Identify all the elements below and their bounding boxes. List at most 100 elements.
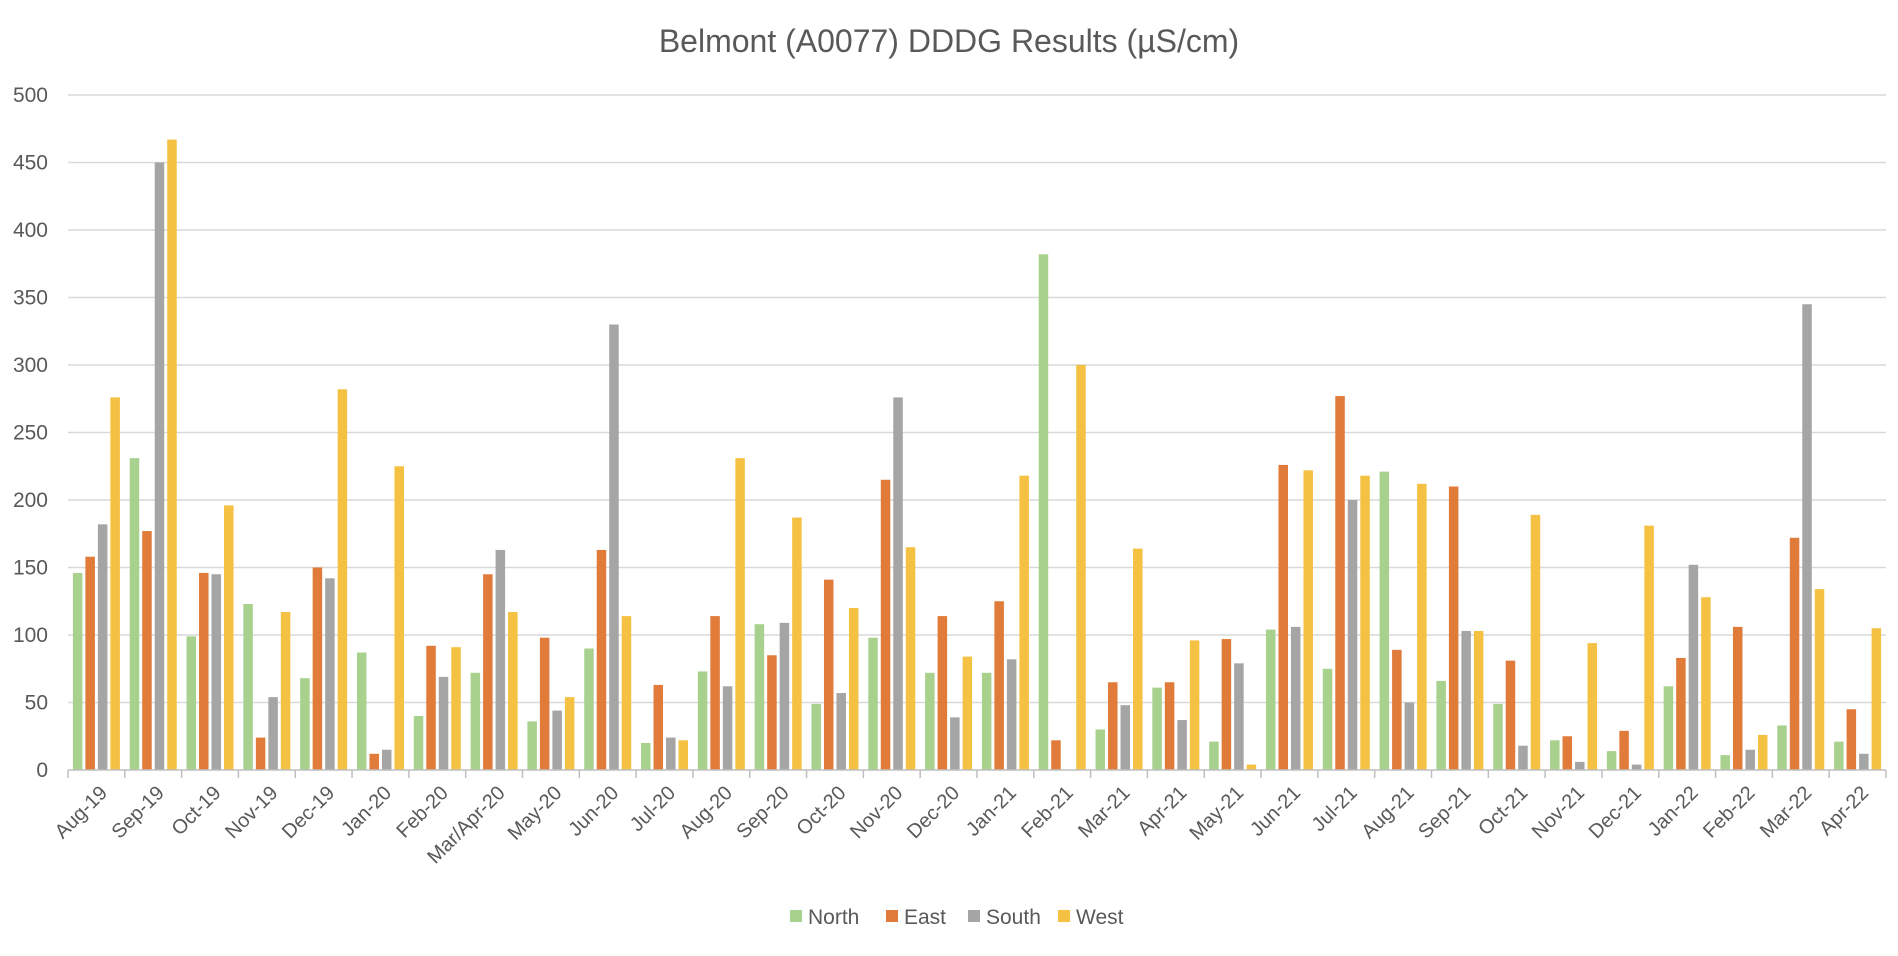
x-tick-label: Jan-20 [337,782,396,841]
x-tick-label: Dec-21 [1585,782,1646,843]
x-tick-label: Feb-21 [1017,782,1077,842]
bar-west [905,547,916,770]
bar-east [1221,639,1232,770]
x-tick-label: Sep-19 [108,782,169,843]
bar-east [85,556,95,770]
chart-title: Belmont (A0077) DDDG Results (µS/cm) [659,23,1239,59]
y-tick-label: 100 [13,624,48,647]
bar-north [1550,740,1560,770]
bar-east [369,753,379,770]
bar-east [539,637,550,770]
bar-east [426,645,436,770]
bar-north [1720,755,1730,770]
y-tick-label: 150 [13,557,48,580]
legend-label: North [808,906,859,929]
bar-west [110,397,120,770]
bar-east [1619,730,1629,770]
bar-east [710,616,720,770]
legend-swatch [968,910,980,922]
bar-north [1322,668,1333,770]
bar-north [300,678,310,770]
bar-south [1177,720,1187,770]
bar-south [438,676,449,770]
bar-west [1814,589,1825,770]
bar-west [167,139,177,771]
bar-north [811,703,821,770]
bar-north [243,603,253,770]
bar-north [1777,725,1787,770]
x-tick-label: Oct-19 [168,782,226,840]
bar-west [1757,734,1768,770]
x-tick-label: Nov-21 [1528,782,1589,843]
bar-south [1518,745,1528,770]
bar-south [722,686,733,770]
legend-label: East [904,906,946,929]
bar-south [1234,663,1244,770]
bar-east [937,616,948,770]
bar-north [1606,751,1617,770]
bar-east [1732,626,1743,770]
bar-west [1871,628,1882,770]
bar-north [356,652,367,770]
bar-south [1631,764,1642,770]
bar-west [848,608,859,770]
bar-east [1562,736,1573,770]
bar-east [142,531,152,770]
bar-south [1802,304,1812,770]
bar-south [779,622,790,770]
bar-south [552,710,562,770]
bar-south [1745,749,1755,770]
bar-north [754,624,765,770]
bar-south [211,574,222,770]
y-tick-label: 500 [13,84,48,107]
y-tick-label: 250 [13,422,48,445]
bar-south [836,693,846,770]
bar-west [394,466,404,770]
bar-west [280,612,291,770]
bar-west [735,458,745,770]
bar-north [527,721,537,770]
bar-west [224,505,234,770]
x-tick-label: Apr-22 [1815,782,1873,840]
x-tick-label: Oct-21 [1474,782,1532,840]
bar-east [880,479,891,770]
bar-south [1575,761,1585,770]
bar-north [981,672,992,770]
x-tick-label: Jun-20 [564,782,623,841]
bar-south [97,524,108,770]
bar-east [1335,396,1345,770]
bar-west [1417,483,1427,770]
bar-east [596,549,607,770]
bar-east [1108,682,1118,770]
y-tick-label: 350 [13,287,48,310]
bar-east [1392,649,1402,770]
bar-west [451,647,461,770]
x-tick-label: Jan-21 [962,782,1021,841]
bar-south [1006,659,1017,770]
legend-swatch [886,910,898,922]
bar-east [1448,486,1459,770]
bar-west [1644,525,1654,770]
bar-west [1360,475,1370,770]
x-tick-label: Apr-21 [1133,782,1191,840]
x-tick-label: Mar-22 [1756,782,1816,842]
bar-west [792,517,802,770]
bar-south [1688,564,1699,770]
x-tick-label: Dec-20 [903,782,964,843]
bar-south [666,737,676,770]
bar-north [72,572,83,770]
bar-west [1587,643,1598,770]
bar-west [962,656,973,770]
bar-north [1436,680,1446,770]
bar-south [1404,702,1415,770]
bar-east [255,737,266,770]
x-tick-label: Jul-21 [1308,782,1362,836]
x-tick-label: May-20 [504,782,567,845]
legend-swatch [790,910,802,922]
bar-west [1701,597,1711,770]
bar-south [154,162,165,770]
bar-east [199,572,209,770]
